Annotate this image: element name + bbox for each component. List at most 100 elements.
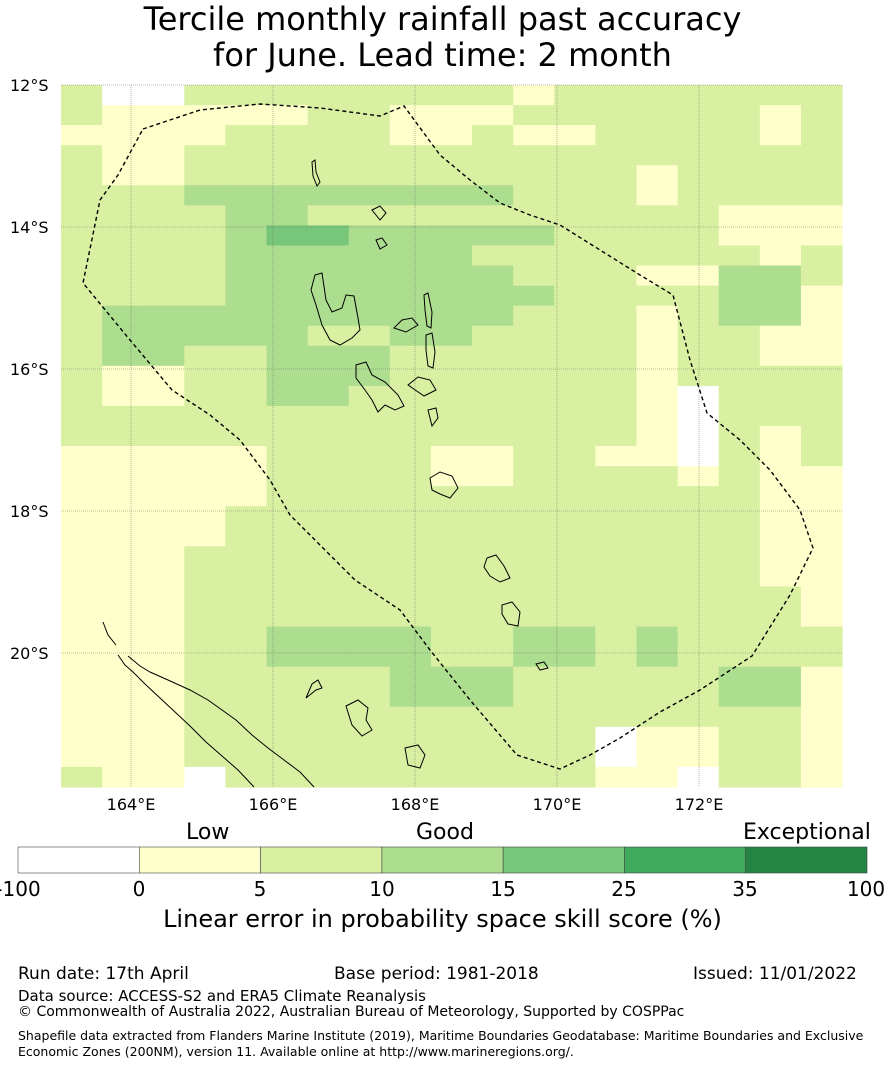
skill-cell — [677, 305, 720, 327]
skill-cell — [389, 165, 432, 186]
skill-cell — [513, 746, 555, 768]
skill-cell — [800, 466, 843, 487]
skill-cell — [430, 646, 473, 668]
skill-cell — [595, 205, 638, 226]
skill-cell — [307, 305, 350, 327]
issued-date: Issued: 11/01/2022 — [693, 964, 857, 984]
skill-cell — [430, 606, 473, 628]
skill-cell — [348, 405, 391, 427]
skill-cell — [759, 265, 802, 287]
skill-cell — [266, 426, 309, 447]
skill-cell — [184, 686, 226, 708]
skill-cell — [677, 626, 720, 648]
skill-cell — [513, 506, 555, 527]
skill-cell — [513, 446, 555, 467]
skill-cell — [61, 385, 103, 407]
skill-cell — [143, 606, 185, 628]
skill-cell — [389, 726, 432, 748]
skill-cell — [266, 345, 309, 367]
skill-cell — [636, 506, 679, 527]
skill-cell — [184, 225, 226, 247]
skill-cell — [595, 125, 638, 146]
skill-cell — [800, 646, 843, 668]
skill-cell — [348, 466, 391, 487]
skill-cell — [472, 145, 514, 166]
skill-cell — [513, 526, 555, 547]
skill-cell — [102, 365, 144, 387]
skill-cell — [472, 606, 514, 628]
skill-cell — [184, 426, 226, 447]
skill-cell — [472, 385, 514, 407]
skill-cell — [759, 205, 802, 226]
skill-cell — [184, 546, 226, 567]
skill-cell — [513, 606, 555, 628]
skill-cell — [225, 185, 268, 206]
skill-cell — [513, 666, 555, 688]
skill-cell — [430, 385, 473, 407]
skill-cell — [759, 466, 802, 487]
skill-cell — [143, 506, 185, 527]
skill-cell — [513, 165, 555, 186]
skill-cell — [225, 506, 268, 527]
skill-cell — [513, 405, 555, 427]
skill-cell — [718, 766, 761, 788]
skill-cell — [759, 546, 802, 567]
skill-cell — [61, 586, 103, 608]
map-title-line1: Tercile monthly rainfall past accuracy — [143, 0, 742, 38]
skill-cell — [430, 626, 473, 648]
skill-cell — [430, 506, 473, 527]
skill-cell — [554, 325, 596, 347]
island-efate — [429, 471, 459, 499]
skill-cell — [225, 145, 268, 166]
skill-cell — [636, 486, 679, 507]
skill-cell — [143, 526, 185, 547]
skill-cell — [636, 345, 679, 367]
skill-cell — [389, 666, 432, 688]
skill-cell — [636, 145, 679, 166]
skill-cell — [718, 686, 761, 708]
skill-cell — [102, 626, 144, 648]
skill-cell — [307, 145, 350, 166]
skill-cell — [61, 145, 103, 166]
skill-cell — [430, 125, 473, 146]
skill-cell — [430, 285, 473, 307]
skill-cell — [595, 466, 638, 487]
skill-cell — [554, 706, 596, 728]
skill-cell — [61, 466, 103, 487]
skill-cell — [718, 626, 761, 648]
skill-cell — [266, 606, 309, 628]
skill-cell — [102, 426, 144, 447]
skill-cell — [184, 746, 226, 768]
skill-cell — [102, 305, 144, 327]
skill-cell — [595, 245, 638, 267]
skill-cell — [266, 566, 309, 588]
skill-cell — [143, 325, 185, 347]
skill-cell — [225, 265, 268, 287]
skill-cell — [554, 405, 596, 427]
skill-grid — [61, 85, 843, 788]
skill-cell — [184, 586, 226, 608]
skill-cell — [430, 105, 473, 126]
skill-cell — [472, 125, 514, 146]
island-torres — [311, 159, 321, 188]
skill-cell — [348, 365, 391, 387]
skill-cell — [348, 265, 391, 287]
skill-cell — [143, 766, 185, 788]
skill-cell — [389, 205, 432, 226]
skill-cell — [61, 325, 103, 347]
skill-cell — [389, 446, 432, 467]
skill-cell — [800, 446, 843, 467]
skill-cell — [389, 606, 432, 628]
skill-cell — [636, 446, 679, 467]
skill-cell — [61, 105, 103, 126]
skill-cell — [225, 105, 268, 126]
skill-cell — [389, 506, 432, 527]
skill-cell — [307, 245, 350, 267]
shapefile-credit-line1: Shapefile data extracted from Flanders M… — [18, 1028, 864, 1043]
skill-cell — [102, 325, 144, 347]
skill-cell — [800, 426, 843, 447]
skill-cell — [718, 385, 761, 407]
skill-cell — [759, 345, 802, 367]
skill-cell — [307, 526, 350, 547]
skill-cell — [636, 105, 679, 126]
